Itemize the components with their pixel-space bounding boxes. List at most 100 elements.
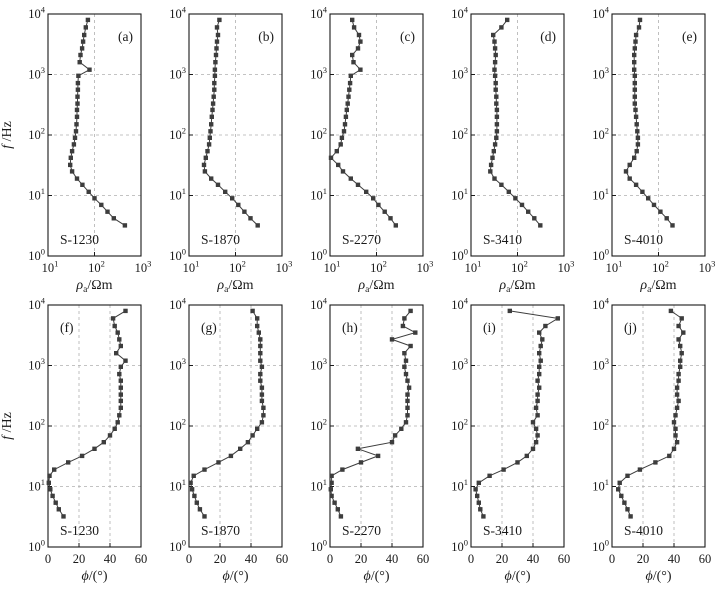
tick-label: 100 <box>169 538 186 555</box>
data-marker <box>255 316 260 321</box>
data-marker <box>74 122 79 127</box>
data-marker <box>405 413 410 418</box>
data-marker <box>258 351 263 356</box>
data-marker <box>671 420 677 425</box>
data-marker <box>85 17 91 23</box>
data-marker <box>674 392 680 397</box>
panel-letter: (h) <box>342 320 358 335</box>
data-marker <box>524 453 529 459</box>
tick-label: 102 <box>652 259 669 276</box>
data-marker <box>405 378 410 383</box>
data-marker <box>255 426 260 431</box>
tick-label: 100 <box>28 247 45 264</box>
data-marker <box>493 80 498 86</box>
data-marker <box>413 330 418 335</box>
data-marker <box>530 446 536 451</box>
data-marker <box>533 440 539 445</box>
data-marker <box>533 405 539 410</box>
data-marker <box>230 196 235 201</box>
data-marker <box>215 182 221 187</box>
tick-label: 0 <box>45 552 51 566</box>
data-marker <box>207 135 212 140</box>
data-marker <box>403 420 409 425</box>
data-marker <box>403 371 409 377</box>
data-marker <box>537 364 542 369</box>
data-marker <box>635 129 640 134</box>
tick-label: 104 <box>169 5 187 22</box>
data-marker <box>535 413 540 418</box>
tick-label: 101 <box>606 259 623 276</box>
tick-label: 100 <box>592 247 609 264</box>
data-marker <box>355 446 361 451</box>
data-marker <box>259 364 265 369</box>
data-marker <box>74 176 80 181</box>
data-marker <box>494 114 500 119</box>
data-marker <box>632 101 637 106</box>
data-marker <box>676 323 681 329</box>
data-marker <box>633 39 638 44</box>
data-marker <box>248 216 253 221</box>
panel-letter: (e) <box>682 29 697 44</box>
data-marker <box>402 316 407 321</box>
data-marker <box>481 514 486 519</box>
data-marker <box>627 162 632 168</box>
data-marker <box>228 453 234 459</box>
data-marker <box>492 60 498 65</box>
data-marker <box>344 107 349 113</box>
data-marker <box>632 67 637 72</box>
tick-label: 102 <box>169 417 186 434</box>
data-marker <box>400 323 406 329</box>
panel-letter: (j) <box>624 320 637 335</box>
data-marker <box>347 87 352 92</box>
data-marker <box>493 52 498 58</box>
data-marker <box>217 17 222 23</box>
tick-label: 101 <box>465 259 482 276</box>
data-marker <box>115 420 120 425</box>
data-marker <box>203 155 208 160</box>
data-marker <box>515 460 520 465</box>
data-marker <box>633 114 639 119</box>
data-marker <box>118 343 123 349</box>
tick-label: 20 <box>355 552 368 566</box>
data-marker <box>507 308 512 314</box>
data-marker <box>123 308 128 314</box>
y-axis-label: f /Hz <box>0 412 15 440</box>
tick-label: 101 <box>169 186 186 203</box>
data-marker <box>619 493 624 499</box>
tick-label: 103 <box>558 259 575 276</box>
data-marker <box>242 209 247 214</box>
data-marker <box>671 446 677 451</box>
data-marker <box>635 135 641 140</box>
tick-label: 102 <box>592 126 609 143</box>
data-marker <box>69 169 75 174</box>
data-marker <box>535 433 540 438</box>
data-marker <box>674 405 680 410</box>
data-marker <box>259 398 265 404</box>
tick-label: 100 <box>28 538 45 555</box>
data-marker <box>118 378 123 383</box>
data-marker <box>355 182 361 187</box>
data-marker <box>114 351 119 356</box>
tick-label: 101 <box>183 259 200 276</box>
tick-label: 40 <box>245 552 258 566</box>
data-marker <box>118 405 123 410</box>
tick-label: 60 <box>276 552 289 566</box>
data-marker <box>117 413 122 418</box>
station-label: S-2270 <box>342 232 381 247</box>
tick-label: 40 <box>527 552 540 566</box>
data-marker <box>236 202 241 208</box>
data-marker <box>76 73 81 78</box>
data-marker <box>201 162 207 168</box>
data-marker <box>473 487 478 492</box>
data-marker <box>533 426 539 431</box>
data-marker <box>492 176 497 181</box>
data-marker <box>56 507 61 512</box>
data-marker <box>535 392 540 397</box>
data-marker <box>499 25 504 30</box>
data-marker <box>348 73 353 78</box>
data-marker <box>210 107 215 113</box>
data-marker <box>679 351 684 356</box>
data-marker <box>540 337 545 342</box>
tick-label: 101 <box>310 477 327 494</box>
